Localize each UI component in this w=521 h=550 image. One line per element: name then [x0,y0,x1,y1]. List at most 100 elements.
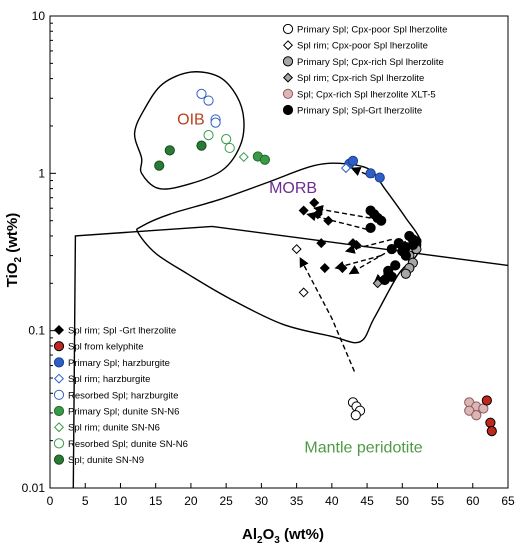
region-label-0: OIB [177,111,205,128]
legend-item: Spl rim; Cpx-rich Spl lherzolite [282,72,424,84]
legend-marker [282,40,294,51]
data-point [376,215,387,226]
data-point [203,95,214,106]
data-point [319,263,330,274]
x-tick-label: 30 [255,494,269,508]
legend-item: Spl from kelyphite [53,341,144,353]
data-point [323,215,334,226]
data-point [383,265,394,276]
legend-marker [282,56,294,67]
legend-item: Spl rim; Cpx-poor Spl lherzolite [282,40,428,52]
x-tick-label: 35 [290,494,304,508]
data-point [298,287,309,298]
series-1 [291,244,309,298]
data-point [486,425,497,437]
data-point [337,263,348,274]
legend-label: Spl rim; dunite SN-N6 [68,423,160,434]
x-tick-label: 25 [219,494,233,508]
data-point [203,129,214,141]
data-point [238,151,249,163]
data-point [221,134,232,145]
x-tick-label: 60 [466,494,480,508]
series-11 [252,151,271,165]
legend-item: Primary Spl; Spl-Grt lherzolite [282,104,422,117]
legend-label: Primary Spl; harzburgite [68,358,170,369]
field-boundary-0 [133,71,245,190]
data-point [390,260,401,271]
x-tick-label: 10 [114,494,128,508]
data-point [196,88,207,99]
x-tick-label: 45 [360,494,374,508]
x-axis-title-sub2: 3 [274,535,280,546]
region-label-1: MORB [269,180,317,197]
legend-label: Primary Spl; Cpx-rich Spl lherzolite [297,57,444,68]
legend-item: Primary Spl; Cpx-rich Spl lherzolite [282,56,444,68]
x-tick-label: 50 [396,494,410,508]
trend-arrow-1 [313,204,371,219]
legend-label: Resorbed Spl; harzburgite [68,390,178,401]
y-tick-label: 1 [38,166,45,180]
data-point [400,250,411,261]
series-9 [340,163,351,174]
legend-item: Resorbed Spl; harzburgite [53,389,178,401]
series-6 [298,197,362,274]
data-point [309,197,320,208]
legend-marker [53,324,65,336]
x-tick-label: 5 [82,494,89,508]
legend-label: Primary Spl; Spl-Grt lherzolite [297,106,422,117]
series-8 [344,155,385,183]
data-point [374,172,385,183]
legend-label: Spl rim; Spl -Grt lherzolite [68,326,176,337]
series-10 [196,88,221,128]
y-tick-label: 0.1 [28,324,45,338]
series-14 [154,140,207,171]
y-tick-label: 0.01 [22,481,46,495]
legend-top-right: Primary Spl; Cpx-poor Spl lherzolite Spl … [282,23,447,117]
legend-marker [282,104,294,116]
data-point [196,140,207,151]
legend-marker [53,357,65,368]
legend-marker [53,341,65,352]
legend-label: Primary Spl; dunite SN-N6 [68,407,179,418]
legend-label: Spl rim; Cpx-poor Spl lherzolite [297,41,428,52]
legend-item: Spl rim; dunite SN-N6 [53,422,160,434]
axes-layer: 0 5 10 15 20 25 30 35 40 45 50 55 60 65 0.01 0.1 1 10 [22,9,515,508]
points-layer [154,88,497,437]
regions-layer: OIB MORB Mantle peridotite [177,111,423,456]
series-12 [238,151,249,163]
data-point [379,274,390,286]
legend-label: Spl from kelyphite [68,342,144,353]
legend-label: Primary Spl; Cpx-poor Spl lherzolite [297,25,447,36]
trend-arrow-0 [299,257,356,372]
x-axis-title-unit: (wt%) [280,526,324,543]
data-point [259,154,271,165]
x-tick-label: 55 [431,494,445,508]
legend-item: Resorbed Spl; dunite SN-N6 [53,438,188,450]
y-axis-title: TiO2 (wt%) [4,213,24,287]
y-axis-title-sub: 2 [13,257,24,263]
data-point [210,117,221,128]
legend-bottom-left: Spl rim; Spl -Grt lherzolite Spl from kel… [53,324,188,466]
legend-item: Spl rim; harzburgite [53,373,150,385]
data-point [340,163,351,174]
data-point [291,244,302,255]
y-axis-title-main: TiO [4,262,21,287]
data-point [464,405,475,416]
legend-marker [53,389,65,400]
x-tick-label: 65 [501,494,515,508]
data-point [386,243,397,255]
data-point [365,168,376,179]
legend-label: Spl rim; Cpx-rich Spl lherzolite [297,73,424,84]
data-point [298,205,309,216]
legend-marker [53,422,65,433]
series-7 [481,395,497,437]
series-4 [464,397,489,421]
data-point [316,238,327,249]
legend-label: Spl; Cpx-rich Spl lherzolite XLT-5 [297,89,436,100]
y-tick-label: 10 [32,9,46,23]
data-point [481,395,492,406]
plot-frame [49,15,509,489]
series-13 [203,129,235,154]
data-point [407,239,418,251]
